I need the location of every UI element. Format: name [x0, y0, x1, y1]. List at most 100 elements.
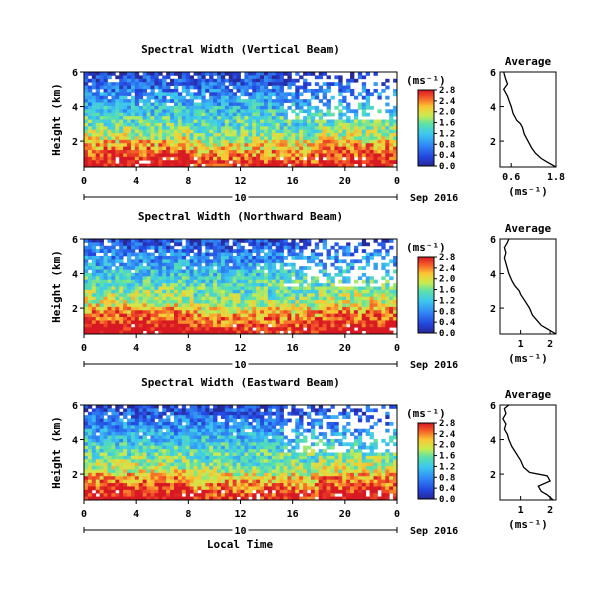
heatmap-cell	[95, 122, 101, 127]
heatmap-cell	[185, 493, 191, 497]
heatmap-cell	[146, 323, 151, 328]
heatmap-cell	[177, 102, 183, 107]
heatmap-cell	[84, 112, 89, 117]
heatmap-cell	[123, 163, 128, 168]
heatmap-cell	[244, 283, 249, 287]
heatmap-cell	[322, 327, 327, 331]
heatmap-cell	[295, 153, 300, 158]
heatmap-cell	[158, 327, 163, 331]
heatmap-cell	[295, 276, 300, 281]
heatmap-cell	[87, 418, 93, 423]
heatmap-cell	[127, 272, 132, 277]
heatmap-cell	[377, 153, 382, 158]
heatmap-cell	[314, 296, 320, 301]
heatmap-cell	[318, 286, 324, 291]
heatmap-cell	[263, 262, 269, 267]
heatmap-cell	[373, 126, 378, 131]
heatmap-cell	[287, 119, 292, 124]
heatmap-cell	[350, 289, 355, 294]
heatmap-cell	[209, 88, 214, 93]
heatmap-cell	[236, 136, 241, 141]
heatmap-cell	[154, 122, 159, 127]
heatmap-cell	[146, 462, 151, 467]
heatmap-cell	[326, 85, 331, 90]
heatmap-cell	[373, 122, 378, 127]
heatmap-cell	[115, 421, 120, 426]
heatmap-cell	[373, 262, 378, 267]
heatmap-cell	[91, 296, 97, 301]
heatmap-cell	[197, 255, 202, 260]
heatmap-cell	[162, 323, 167, 328]
heatmap-cell	[365, 310, 371, 315]
heatmap-cell	[95, 126, 101, 131]
heatmap-cell	[127, 323, 132, 328]
heatmap-cell	[162, 252, 167, 257]
heatmap-cell	[381, 320, 386, 325]
heatmap-cell	[146, 283, 151, 287]
heatmap-cell	[267, 75, 273, 80]
heatmap-cell	[365, 289, 371, 294]
heatmap-cell	[87, 476, 93, 481]
heatmap-cell	[217, 85, 222, 90]
heatmap-cell	[158, 452, 163, 457]
x-tick-label: 8	[185, 343, 191, 354]
heatmap-cell	[338, 99, 343, 103]
colorbar-segment	[418, 289, 434, 292]
heatmap-cell	[275, 88, 281, 93]
heatmap-cell	[283, 95, 288, 100]
heatmap-cell	[252, 126, 257, 131]
heatmap-cell	[244, 139, 249, 144]
heatmap-cell	[158, 296, 163, 301]
heatmap-cell	[185, 286, 191, 291]
heatmap-cell	[353, 245, 359, 250]
heatmap-cell	[275, 75, 281, 80]
heatmap-cell	[95, 95, 101, 100]
heatmap-cell	[115, 435, 120, 440]
heatmap-cell	[377, 122, 382, 127]
heatmap-cell	[142, 163, 147, 168]
heatmap-cell	[138, 425, 144, 430]
heatmap-cell	[314, 160, 320, 164]
heatmap-cell	[346, 119, 351, 124]
heatmap-cell	[127, 479, 132, 484]
heatmap-cell	[263, 286, 269, 291]
heatmap-cell	[271, 266, 277, 270]
heatmap-cell	[236, 99, 241, 103]
heatmap-cell	[381, 82, 386, 86]
colorbar-segment	[418, 321, 434, 324]
heatmap-cell	[154, 109, 159, 114]
heatmap-cell	[158, 449, 163, 453]
heatmap-cell	[162, 289, 167, 294]
heatmap-cell	[353, 289, 359, 294]
heatmap-cell	[385, 160, 390, 164]
heatmap-cell	[130, 116, 136, 120]
heatmap-cell	[107, 489, 112, 494]
heatmap-cell	[209, 126, 214, 131]
heatmap-cell	[201, 445, 206, 450]
heatmap-cell	[260, 105, 265, 110]
heatmap-cell	[150, 82, 155, 86]
heatmap-cell	[350, 126, 355, 131]
heatmap-cell	[307, 160, 312, 164]
heatmap-cell	[84, 300, 89, 304]
heatmap-cell	[185, 122, 191, 127]
heatmap-cell	[84, 99, 89, 103]
heatmap-cell	[256, 300, 261, 304]
heatmap-cell	[150, 435, 155, 440]
heatmap-cell	[318, 327, 324, 331]
heatmap-cell	[127, 139, 132, 144]
heatmap-cell	[275, 143, 281, 148]
heatmap-cell	[361, 122, 367, 127]
heatmap-cell	[338, 126, 343, 131]
heatmap-cell	[111, 296, 116, 301]
heatmap-cell	[91, 435, 97, 440]
heatmap-cell	[271, 82, 277, 86]
heatmap-cell	[201, 327, 206, 331]
heatmap-cell	[217, 150, 222, 154]
heatmap-cell	[275, 160, 281, 164]
heatmap-cell	[99, 411, 104, 416]
heatmap-cell	[307, 296, 312, 301]
heatmap-cell	[146, 442, 151, 447]
heatmap-cell	[189, 153, 194, 158]
heatmap-cell	[146, 479, 151, 484]
